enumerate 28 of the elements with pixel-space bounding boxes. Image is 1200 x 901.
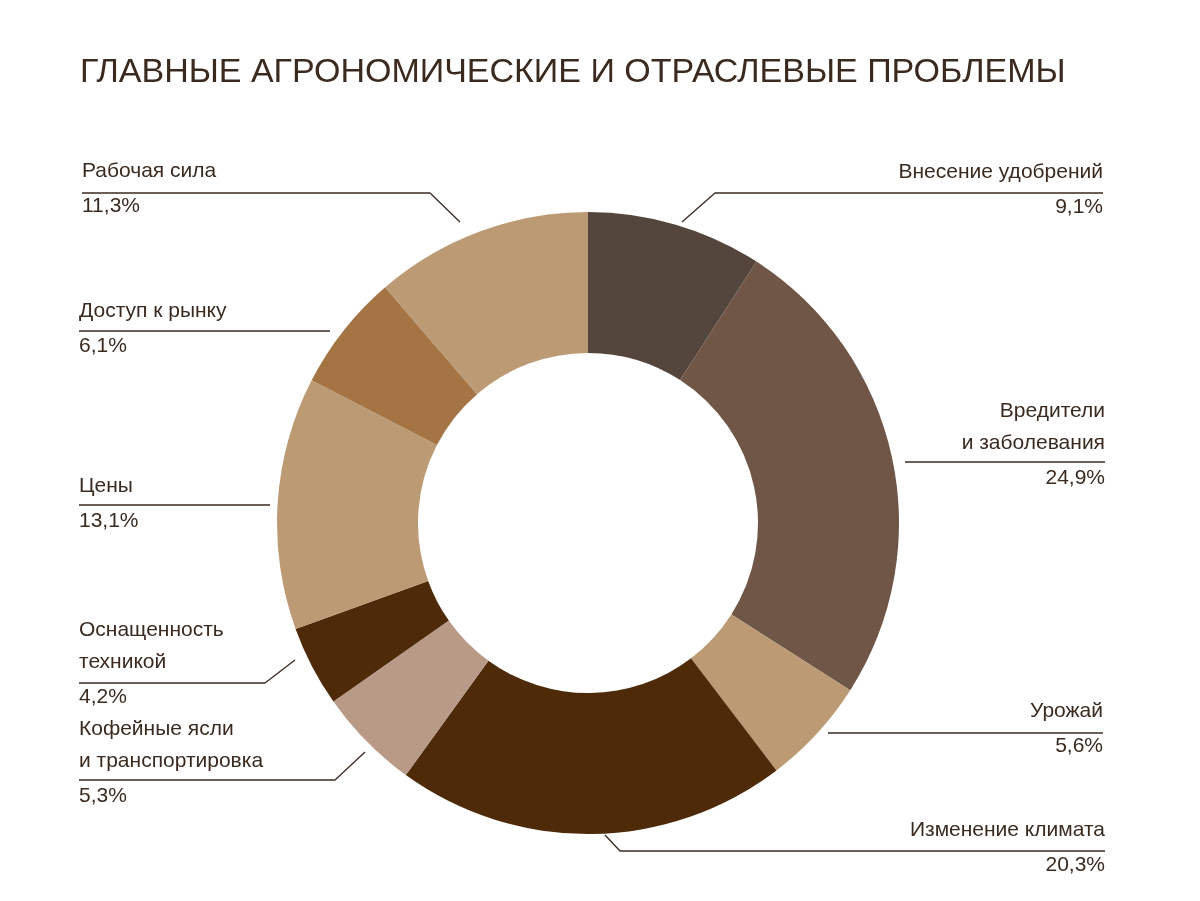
slice-label: Цены xyxy=(79,473,133,496)
donut-slice xyxy=(333,620,489,776)
slice-label: Кофейные ясли и транспортировка xyxy=(79,716,264,771)
slice-label: Изменение климата xyxy=(909,817,1106,840)
data-label: 20,3% xyxy=(1045,852,1105,875)
slice-label: Рабочая сила xyxy=(82,158,217,181)
donut-slice xyxy=(277,380,437,629)
donut-slice xyxy=(588,212,757,381)
data-label: 6,1% xyxy=(79,333,127,356)
donut-slice xyxy=(311,287,478,446)
data-label: 4,2% xyxy=(79,684,127,707)
slice-label: Доступ к рынку xyxy=(79,298,228,321)
data-label: 24,9% xyxy=(1045,465,1105,488)
chart-title: ГЛАВНЫЕ АГРОНОМИЧЕСКИЕ И ОТРАСЛЕВЫЕ ПРОБЛЕМЫ xyxy=(80,51,1066,89)
slice-label: Вредители и заболевания xyxy=(961,398,1105,453)
donut-slice xyxy=(680,261,899,691)
data-label: 9,1% xyxy=(1055,194,1103,217)
data-label: 13,1% xyxy=(79,508,139,531)
data-label: 11,3% xyxy=(82,193,140,216)
slice-label: Оснащенность техникой xyxy=(79,617,224,672)
donut-slice xyxy=(691,614,851,771)
donut-slice xyxy=(385,212,588,395)
donut-slice xyxy=(295,580,449,702)
data-label: 5,6% xyxy=(1055,733,1103,756)
data-label: 5,3% xyxy=(79,783,127,806)
donut-slice xyxy=(405,658,777,834)
slice-label: Урожай xyxy=(1030,698,1103,721)
slice-label: Внесение удобрений xyxy=(898,159,1103,182)
